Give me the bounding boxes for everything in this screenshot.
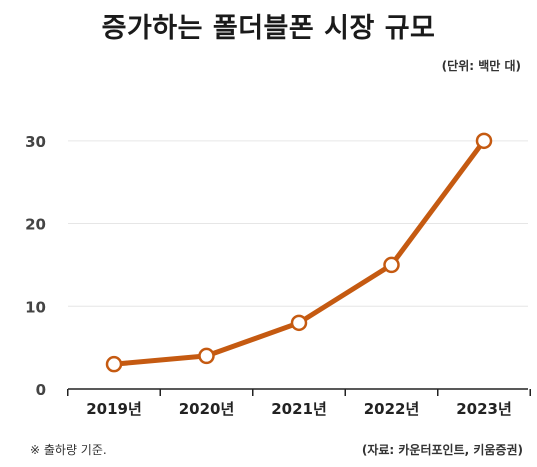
source-credit: (자료: 카운터포인트, 키움증권)	[361, 443, 523, 457]
data-point	[475, 132, 493, 150]
chart-title: 증가하는 폴더블폰 시장 규모	[101, 13, 436, 44]
x-tick-label: 2020년	[179, 400, 235, 418]
x-tick-label: 2023년	[456, 400, 512, 418]
unit-label: (단위: 백만 대)	[441, 59, 521, 73]
data-point	[383, 256, 400, 274]
y-tick-labels: 0 10 20 30	[25, 133, 46, 399]
data-point	[198, 347, 215, 365]
x-tick-labels: 2019년 2020년 2021년 2022년 2023년	[86, 400, 512, 418]
x-tick-label: 2022년	[364, 400, 420, 418]
x-tick-label: 2021년	[271, 400, 327, 418]
data-point	[290, 314, 308, 332]
data-point	[105, 355, 123, 373]
data-series	[105, 132, 493, 373]
y-tick-label: 20	[25, 216, 46, 234]
x-tick-label: 2019년	[86, 400, 142, 418]
gridlines	[68, 140, 528, 307]
footnote: ※ 출하량 기준.	[30, 443, 107, 457]
y-tick-label: 10	[25, 298, 46, 316]
y-tick-label: 30	[25, 133, 46, 151]
y-tick-label: 0	[36, 381, 46, 399]
axes	[67, 388, 531, 396]
